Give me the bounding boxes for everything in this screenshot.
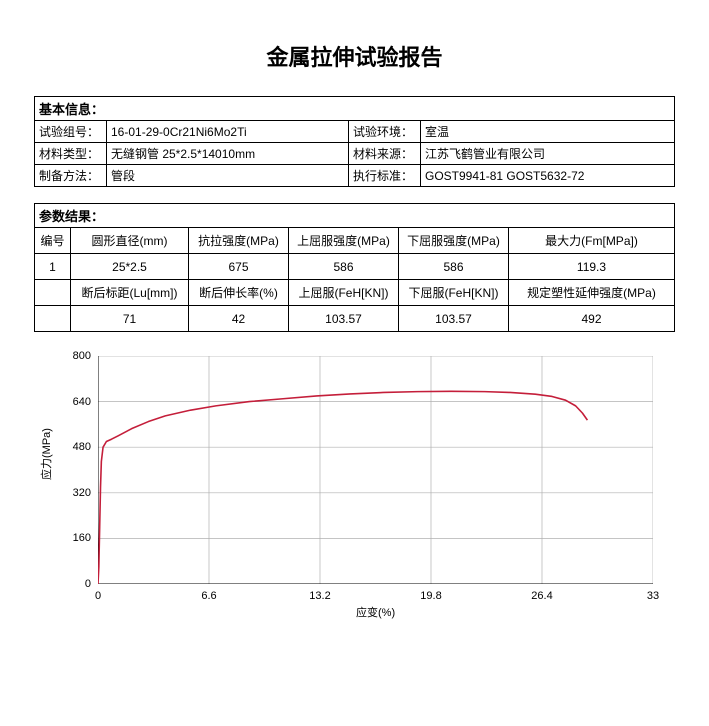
- label: 试验环境：: [349, 121, 421, 143]
- col-head: 断后标距(Lu[mm]): [71, 280, 189, 306]
- label: 材料来源：: [349, 143, 421, 165]
- label: 制备方法：: [35, 165, 107, 187]
- cell: 586: [289, 254, 399, 280]
- label: 材料类型：: [35, 143, 107, 165]
- cell: 119.3: [509, 254, 675, 280]
- y-tick: 0: [51, 578, 91, 590]
- table-row: 制备方法： 管段 执行标准： GOST9941-81 GOST5632-72: [35, 165, 675, 187]
- x-tick: 13.2: [309, 590, 330, 602]
- report-title: 金属拉伸试验报告: [34, 40, 675, 72]
- x-tick: 33: [647, 590, 659, 602]
- x-tick: 6.6: [201, 590, 216, 602]
- y-tick: 480: [51, 441, 91, 453]
- cell: 1: [35, 254, 71, 280]
- basic-info-header: 基本信息：: [34, 96, 675, 120]
- x-tick: 0: [95, 590, 101, 602]
- y-tick: 640: [51, 396, 91, 408]
- cell: [35, 306, 71, 332]
- cell: 586: [399, 254, 509, 280]
- x-tick: 26.4: [531, 590, 552, 602]
- col-head: 上屈服强度(MPa): [289, 228, 399, 254]
- results-table: 编号 圆形直径(mm) 抗拉强度(MPa) 上屈服强度(MPa) 下屈服强度(M…: [34, 227, 675, 332]
- table-row: 编号 圆形直径(mm) 抗拉强度(MPa) 上屈服强度(MPa) 下屈服强度(M…: [35, 228, 675, 254]
- results-header: 参数结果：: [34, 203, 675, 227]
- cell: 103.57: [399, 306, 509, 332]
- value: 无缝钢管 25*2.5*14010mm: [107, 143, 349, 165]
- y-tick: 320: [51, 487, 91, 499]
- col-head: 最大力(Fm[MPa]): [509, 228, 675, 254]
- table-row: 71 42 103.57 103.57 492: [35, 306, 675, 332]
- col-head: 下屈服强度(MPa): [399, 228, 509, 254]
- label: 试验组号：: [35, 121, 107, 143]
- col-head: 断后伸长率(%): [189, 280, 289, 306]
- cell: 42: [189, 306, 289, 332]
- value: 江苏飞鹤管业有限公司: [421, 143, 675, 165]
- y-axis-label: 应力(MPa): [38, 428, 54, 480]
- table-row: 材料类型： 无缝钢管 25*2.5*14010mm 材料来源： 江苏飞鹤管业有限…: [35, 143, 675, 165]
- value: 室温: [421, 121, 675, 143]
- col-head: 下屈服(FeH[KN]): [399, 280, 509, 306]
- table-row: 试验组号： 16-01-29-0Cr21Ni6Mo2Ti 试验环境： 室温: [35, 121, 675, 143]
- col-head: 上屈服(FeH[KN]): [289, 280, 399, 306]
- table-row: 断后标距(Lu[mm]) 断后伸长率(%) 上屈服(FeH[KN]) 下屈服(F…: [35, 280, 675, 306]
- basic-info-table: 试验组号： 16-01-29-0Cr21Ni6Mo2Ti 试验环境： 室温 材料…: [34, 120, 675, 187]
- stress-strain-chart: 应力(MPa) 应变(%) 016032048064080006.613.219…: [48, 350, 658, 630]
- col-head: 编号: [35, 228, 71, 254]
- col-head: 抗拉强度(MPa): [189, 228, 289, 254]
- label: 执行标准：: [349, 165, 421, 187]
- x-tick: 19.8: [420, 590, 441, 602]
- col-head: [35, 280, 71, 306]
- table-row: 1 25*2.5 675 586 586 119.3: [35, 254, 675, 280]
- cell: 71: [71, 306, 189, 332]
- plot-svg: [98, 356, 653, 584]
- value: 16-01-29-0Cr21Ni6Mo2Ti: [107, 121, 349, 143]
- x-axis-label: 应变(%): [356, 604, 395, 620]
- y-tick: 160: [51, 532, 91, 544]
- cell: 675: [189, 254, 289, 280]
- value: 管段: [107, 165, 349, 187]
- col-head: 圆形直径(mm): [71, 228, 189, 254]
- col-head: 规定塑性延伸强度(MPa): [509, 280, 675, 306]
- value: GOST9941-81 GOST5632-72: [421, 165, 675, 187]
- cell: 25*2.5: [71, 254, 189, 280]
- cell: 492: [509, 306, 675, 332]
- y-tick: 800: [51, 350, 91, 362]
- cell: 103.57: [289, 306, 399, 332]
